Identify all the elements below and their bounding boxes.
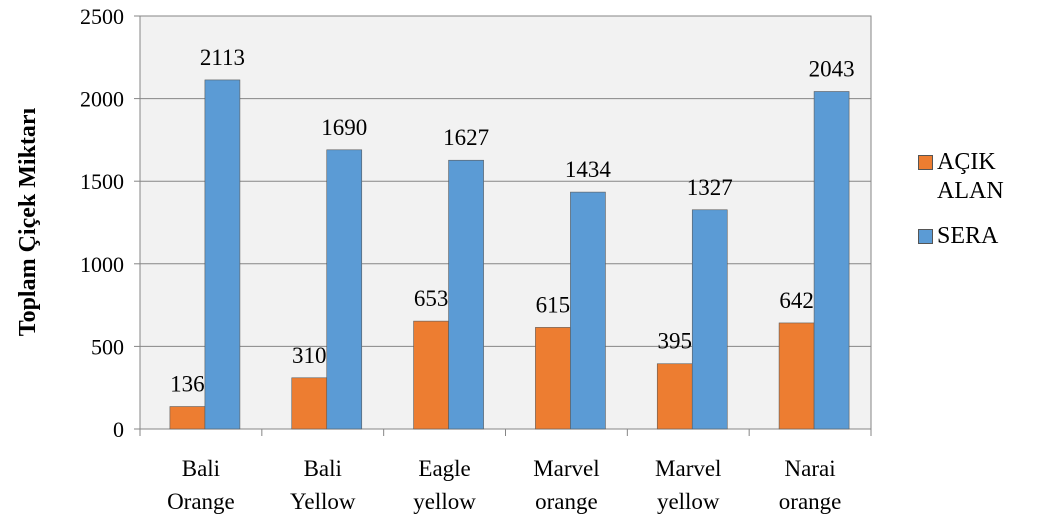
category-label-line: orange	[779, 489, 842, 514]
bars	[169, 79, 850, 430]
category-label-line: yellow	[657, 489, 720, 514]
category-label-line: Eagle	[418, 456, 470, 481]
y-tick-label: 1500	[80, 169, 124, 194]
bar	[778, 322, 815, 430]
data-label: 2043	[809, 56, 855, 81]
y-tick-label: 1000	[80, 252, 124, 277]
category-label: Bali Yellow	[290, 456, 356, 514]
legend: AÇIK ALAN SERA	[918, 148, 1037, 267]
category-label-line: Bali	[182, 456, 220, 481]
data-label: 136	[170, 372, 205, 397]
category-label: Eagle yellow	[413, 456, 476, 514]
y-tick-label: 500	[91, 334, 124, 359]
bar	[291, 377, 328, 430]
category-label-line: yellow	[413, 489, 476, 514]
y-axis-label: Toplam Çiçek Miktarı	[15, 107, 41, 336]
bar	[813, 91, 850, 430]
data-label: 1690	[321, 115, 367, 140]
data-label: 310	[292, 343, 327, 368]
legend-swatch	[918, 229, 933, 244]
legend-label: AÇIK ALAN	[937, 149, 1004, 204]
category-labels: Bali Orange Bali Yellow Eagle yellow Marvel ora…	[167, 456, 841, 514]
plot-area	[139, 15, 872, 430]
bar	[570, 191, 606, 430]
category-label-line: orange	[535, 489, 598, 514]
bar	[169, 406, 206, 430]
category-label: Marvel yellow	[655, 456, 721, 514]
data-label: 642	[779, 288, 814, 313]
category-label-line: Narai	[785, 456, 836, 481]
category-label-line: Yellow	[290, 489, 356, 514]
legend-swatch	[918, 155, 933, 170]
legend-label: SERA	[937, 223, 999, 249]
category-label: Narai orange	[779, 456, 842, 514]
category-label-line: Bali	[304, 456, 342, 481]
x-axis	[139, 428, 872, 436]
legend-item: SERA	[918, 222, 1037, 251]
data-label: 653	[414, 286, 449, 311]
y-tick-label: 0	[113, 417, 124, 442]
category-label-line: Marvel	[655, 456, 721, 481]
bar	[656, 363, 693, 430]
y-tick-label: 2500	[80, 4, 124, 29]
category-label-line: Marvel	[533, 456, 599, 481]
data-label: 2113	[200, 45, 245, 70]
bar	[326, 149, 363, 430]
category-label: Bali Orange	[167, 456, 235, 514]
legend-item: AÇIK ALAN	[918, 148, 1037, 206]
bar	[204, 79, 241, 430]
data-label: 395	[658, 329, 693, 354]
y-axis-ticks: 0 500 1000 1500 2000 2500	[80, 4, 140, 442]
gridlines	[140, 98, 871, 347]
bar	[535, 327, 571, 430]
category-label: Marvel orange	[533, 456, 599, 514]
y-tick-label: 2000	[80, 87, 124, 112]
bar	[413, 320, 449, 430]
data-label: 1327	[687, 175, 733, 200]
data-label: 1627	[443, 125, 489, 150]
data-labels: 136 310 653 615 395 642 2113 1690 1627 1434 1327 20…	[170, 45, 854, 397]
bar	[448, 159, 484, 430]
category-label-line: Orange	[167, 489, 235, 514]
bar	[691, 209, 728, 430]
data-label: 1434	[565, 157, 612, 182]
data-label: 615	[536, 292, 571, 317]
